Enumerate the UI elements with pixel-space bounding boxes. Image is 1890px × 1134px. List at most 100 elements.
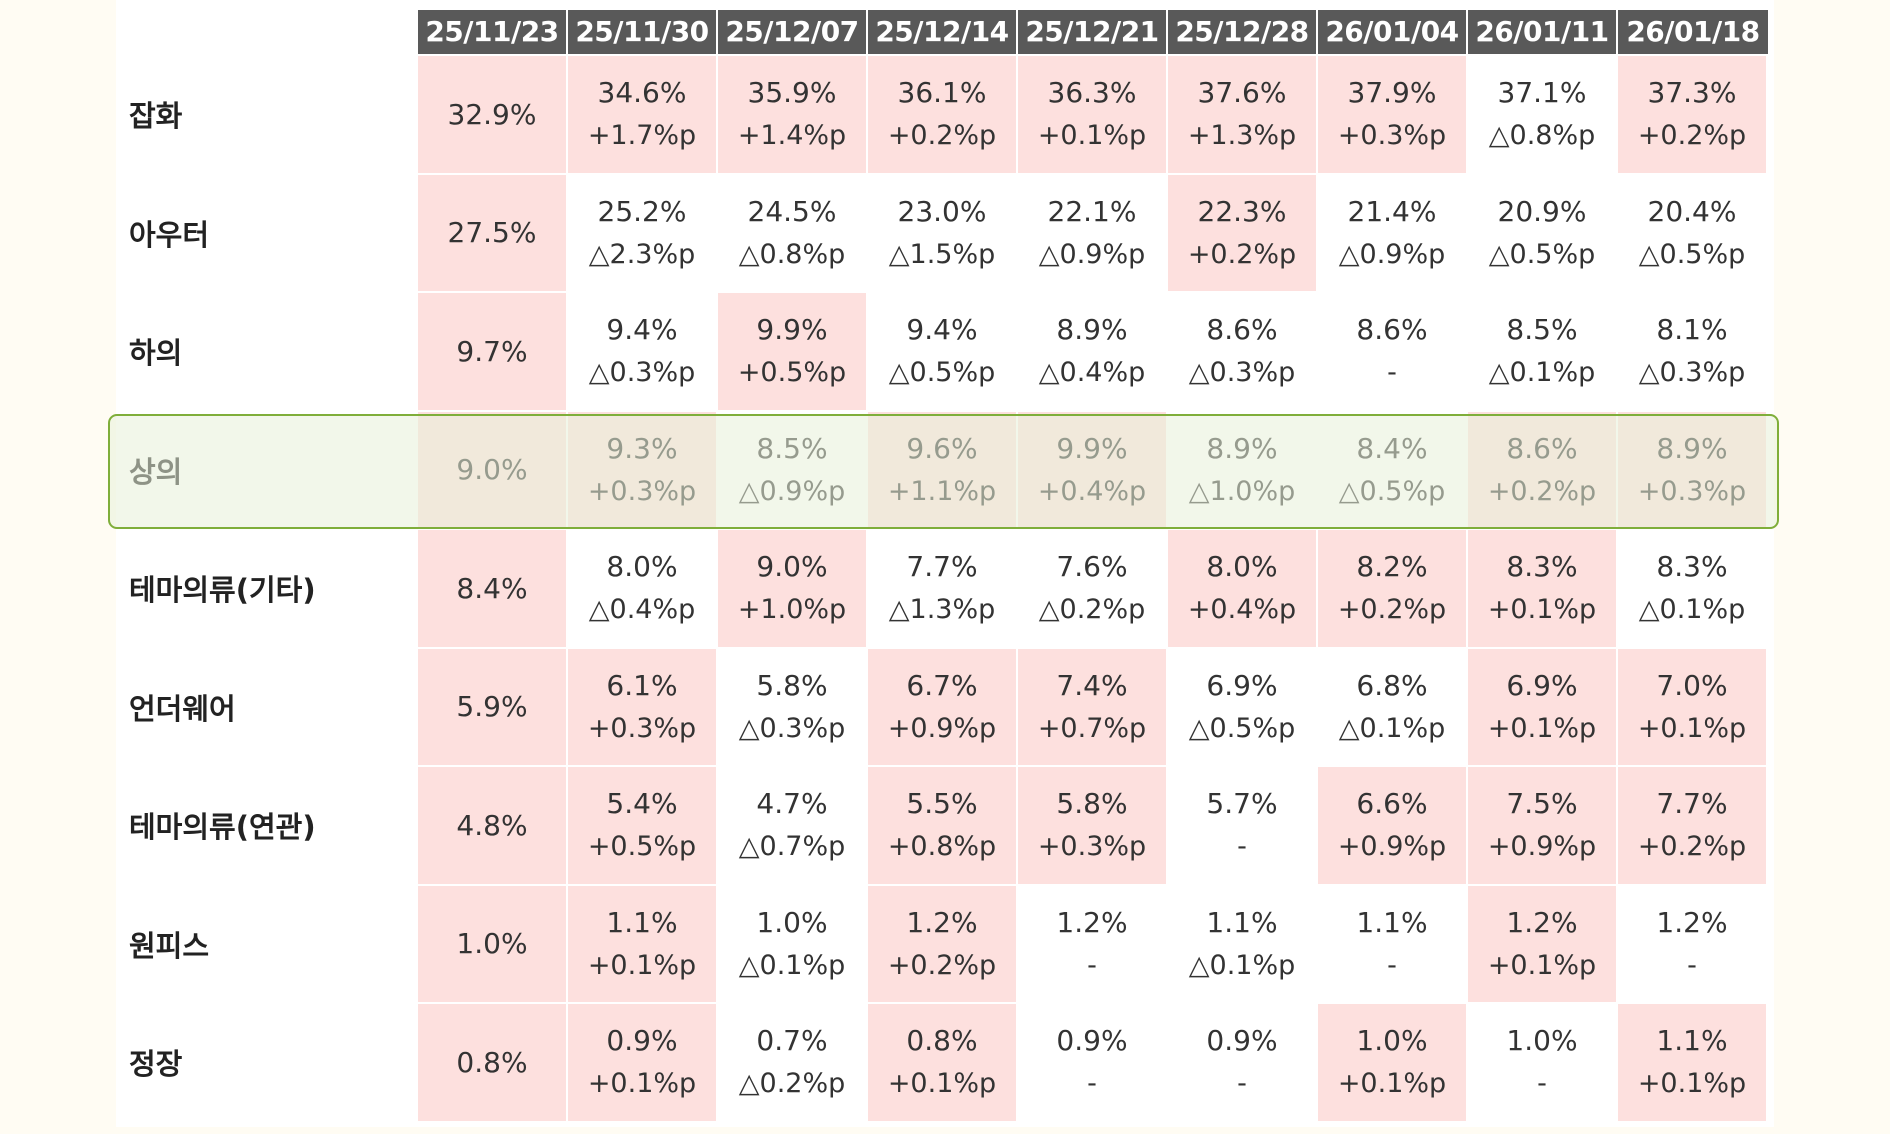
cell-value: 7.0% <box>1656 668 1728 702</box>
row-label: 언더웨어 <box>129 691 236 726</box>
table-cell: 1.1% +0.1%p <box>568 885 716 1002</box>
table-cell: 8.2% +0.2%p <box>1318 530 1466 647</box>
table-cell: 1.0% +0.1%p <box>1318 1004 1466 1121</box>
cell-delta: - <box>1237 1068 1247 1100</box>
table-cell: 20.4% △0.5%p <box>1618 174 1766 291</box>
cell-delta: △0.1%p <box>1188 949 1296 981</box>
cell-delta: △1.5%p <box>888 238 996 270</box>
cell-value: 20.9% <box>1497 194 1587 228</box>
cell-value: 8.2% <box>1356 550 1428 584</box>
cell-value: 8.0% <box>1206 550 1278 584</box>
cell-delta: +0.9%p <box>887 712 997 744</box>
cell-delta: △0.5%p <box>1188 712 1296 744</box>
table-cell: 0.9% - <box>1018 1004 1166 1121</box>
column-header: 26/01/18 <box>1618 10 1768 54</box>
cell-delta: △0.1%p <box>738 949 846 981</box>
cell-delta: +0.1%p <box>587 949 697 981</box>
cell-delta: △0.5%p <box>888 357 996 389</box>
cell-value: 34.6% <box>597 76 687 110</box>
table-cell: 22.3% +0.2%p <box>1168 174 1316 291</box>
row-label: 잡화 <box>129 99 183 134</box>
table-cell: 36.1% +0.2%p <box>868 56 1016 173</box>
table-cell: 8.6% +0.2%p <box>1468 411 1616 528</box>
cell-value: 36.3% <box>1047 76 1137 110</box>
cell-delta: +0.1%p <box>1037 120 1147 152</box>
cell-delta: △0.9%p <box>738 475 846 507</box>
cell-delta: - <box>1537 1068 1547 1100</box>
cell-value: 5.9% <box>456 690 528 724</box>
cell-value: 9.0% <box>456 453 528 487</box>
cell-delta: △0.9%p <box>1038 238 1146 270</box>
cell-value: 8.9% <box>1656 431 1728 465</box>
table-cell: 9.9% +0.5%p <box>718 293 866 410</box>
cell-value: 6.6% <box>1356 787 1428 821</box>
table-cell: 0.8% <box>418 1004 566 1121</box>
cell-value: 7.6% <box>1056 550 1128 584</box>
cell-delta: +0.2%p <box>1337 594 1447 626</box>
cell-value: 9.4% <box>906 313 978 347</box>
cell-value: 1.1% <box>1656 1024 1728 1058</box>
cell-value: 1.2% <box>1656 905 1728 939</box>
cell-value: 0.9% <box>1056 1024 1128 1058</box>
cell-value: 1.0% <box>456 927 528 961</box>
table-cell: 8.5% △0.9%p <box>718 411 866 528</box>
table-cell: 32.9% <box>418 56 566 173</box>
column-header: 25/12/07 <box>718 10 866 54</box>
cell-value: 7.7% <box>906 550 978 584</box>
table-cell: 1.0% - <box>1468 1004 1616 1121</box>
table-cell: 5.8% △0.3%p <box>718 648 866 765</box>
table-cell: 8.0% △0.4%p <box>568 530 716 647</box>
cell-value: 8.4% <box>456 571 528 605</box>
cell-value: 7.5% <box>1506 787 1578 821</box>
cell-delta: - <box>1087 949 1097 981</box>
table-cell: 1.1% △0.1%p <box>1168 885 1316 1002</box>
cell-value: 9.3% <box>606 431 678 465</box>
cell-delta: +0.1%p <box>587 1068 697 1100</box>
cell-value: 8.6% <box>1206 313 1278 347</box>
cell-delta: +0.2%p <box>1637 120 1747 152</box>
table-cell: 1.2% - <box>1618 885 1766 1002</box>
cell-value: 9.4% <box>606 313 678 347</box>
cell-delta: +0.3%p <box>1337 120 1447 152</box>
cell-value: 1.2% <box>1056 905 1128 939</box>
cell-delta: +0.7%p <box>1037 712 1147 744</box>
cell-value: 35.9% <box>747 76 837 110</box>
column-header: 26/01/04 <box>1318 10 1466 54</box>
cell-delta: - <box>1687 949 1697 981</box>
cell-value: 1.2% <box>1506 905 1578 939</box>
table-cell: 34.6% +1.7%p <box>568 56 716 173</box>
cell-value: 32.9% <box>447 97 537 131</box>
table-cell: 7.7% +0.2%p <box>1618 767 1766 884</box>
cell-delta: △0.3%p <box>738 712 846 744</box>
table-cell: 7.5% +0.9%p <box>1468 767 1616 884</box>
cell-value: 8.6% <box>1506 431 1578 465</box>
cell-value: 8.0% <box>606 550 678 584</box>
cell-value: 1.1% <box>606 905 678 939</box>
cell-delta: +0.1%p <box>1487 712 1597 744</box>
table-cell: 35.9% +1.4%p <box>718 56 866 173</box>
column-header: 25/12/28 <box>1168 10 1316 54</box>
cell-delta: +0.2%p <box>1487 475 1597 507</box>
cell-delta: △0.2%p <box>1038 594 1146 626</box>
table-cell: 37.3% +0.2%p <box>1618 56 1766 173</box>
cell-value: 1.0% <box>756 905 828 939</box>
cell-value: 8.3% <box>1656 550 1728 584</box>
table-cell: 9.0% +1.0%p <box>718 530 866 647</box>
row-label: 아우터 <box>129 217 210 252</box>
cell-delta: △0.3%p <box>1638 357 1746 389</box>
table-cell: 6.7% +0.9%p <box>868 648 1016 765</box>
table-cell: 8.9% △0.4%p <box>1018 293 1166 410</box>
cell-delta: +0.1%p <box>1337 1068 1447 1100</box>
table-cell: 9.9% +0.4%p <box>1018 411 1166 528</box>
table-cell: 7.7% △1.3%p <box>868 530 1016 647</box>
table-cell: 5.5% +0.8%p <box>868 767 1016 884</box>
cell-value: 8.5% <box>1506 313 1578 347</box>
cell-value: 4.8% <box>456 808 528 842</box>
cell-value: 9.0% <box>756 550 828 584</box>
table-cell: 23.0% △1.5%p <box>868 174 1016 291</box>
table-cell: 8.6% - <box>1318 293 1466 410</box>
cell-value: 6.9% <box>1506 668 1578 702</box>
cell-delta: △0.8%p <box>738 238 846 270</box>
cell-delta: - <box>1387 949 1397 981</box>
cell-value: 5.8% <box>756 668 828 702</box>
